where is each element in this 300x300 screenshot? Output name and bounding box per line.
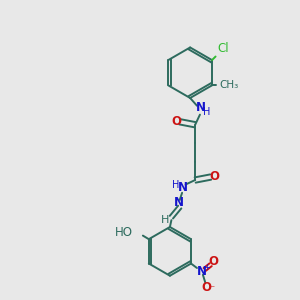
Text: N: N [197, 266, 207, 278]
Text: ⁻: ⁻ [209, 284, 214, 294]
Text: H: H [161, 215, 169, 225]
Text: N: N [196, 101, 206, 114]
Text: +: + [203, 263, 210, 272]
Text: O: O [171, 115, 181, 128]
Text: N: N [178, 181, 188, 194]
Text: O: O [209, 170, 219, 183]
Text: Cl: Cl [218, 42, 229, 55]
Text: O: O [202, 281, 212, 294]
Text: H: H [172, 180, 180, 190]
Text: CH₃: CH₃ [219, 80, 239, 90]
Text: H: H [203, 107, 211, 117]
Text: HO: HO [116, 226, 134, 239]
Text: N: N [174, 196, 184, 209]
Text: O: O [208, 255, 219, 268]
